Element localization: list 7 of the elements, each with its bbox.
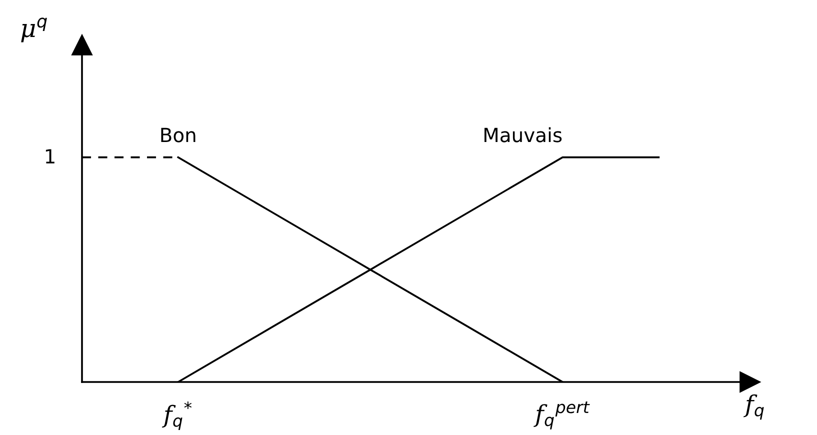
series-label: Bon: [161, 128, 196, 142]
x-axis-title: f$_{q}$: [744, 394, 764, 420]
series-label: Mauvais: [484, 127, 562, 142]
x-tick-label: f$_{q}$$^{pert}$: [534, 401, 590, 430]
text: 1: [46, 149, 54, 164]
y-axis-title: μ$^{q}$: [21, 18, 47, 42]
x-tick-label: f$_{q}$$^{*}$: [162, 401, 192, 430]
